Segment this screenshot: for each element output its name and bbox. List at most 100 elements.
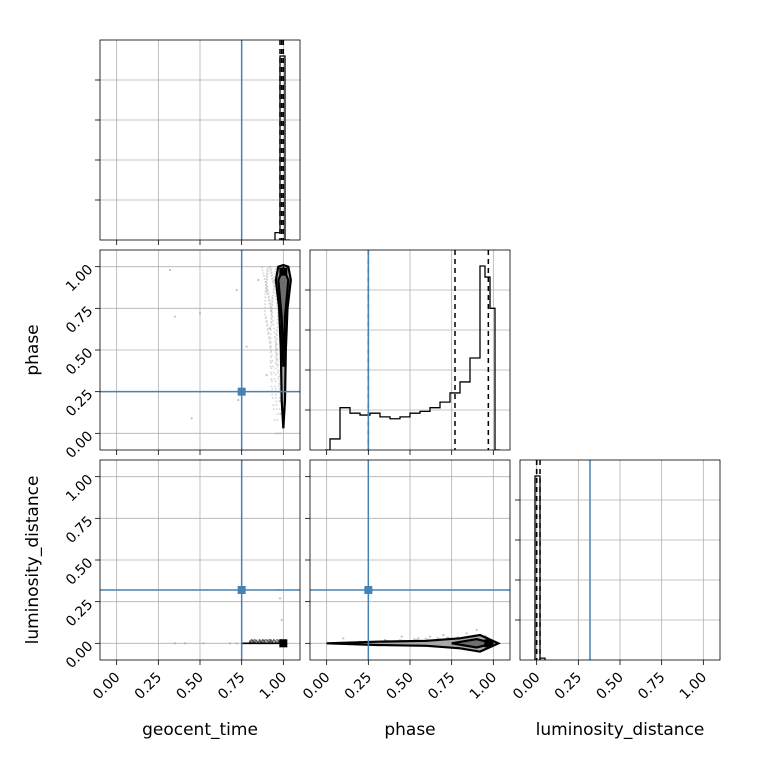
sample-cloud-48 (271, 307, 274, 310)
sample-cloud-146 (271, 319, 274, 322)
sample-cloud-94 (424, 637, 427, 640)
sample-point-6 (245, 345, 248, 348)
sample-cloud-156 (274, 373, 277, 376)
panel-geocent_time-bottom-xtick-label-0: 0.00 (90, 670, 123, 703)
histogram-phase (325, 250, 500, 450)
sample-cloud-218 (265, 277, 268, 280)
sample-cloud-103 (272, 291, 275, 294)
sample-point-7 (257, 278, 260, 282)
sample-cloud-79 (266, 270, 269, 273)
sample-cloud-43 (256, 640, 259, 643)
sample-cloud-12 (253, 638, 256, 641)
sample-cloud-157 (271, 316, 274, 319)
sample-cloud-145 (274, 380, 277, 383)
panel-phase-bottom-xtick-label-4: 1.00 (467, 670, 500, 703)
sample-point-4 (235, 288, 238, 292)
sample-cloud-172 (273, 419, 276, 422)
sample-cloud-91 (274, 340, 277, 343)
sample-cloud-183 (272, 403, 275, 406)
sample-cloud-11 (272, 408, 275, 411)
sample-cloud-49 (436, 637, 439, 640)
sample-cloud-244 (275, 333, 278, 336)
sample-cloud-97 (263, 313, 266, 316)
sample-cloud-106 (264, 280, 267, 283)
sample-cloud-17 (275, 358, 278, 361)
sample-cloud-245 (266, 289, 269, 292)
sample-cloud-4 (270, 322, 273, 325)
sample-cloud-154 (269, 328, 272, 331)
histogram-luminosity_distance (534, 460, 591, 660)
sample-cloud-95 (264, 283, 267, 286)
sample-cloud-20 (268, 341, 271, 344)
sample-point-8 (465, 632, 468, 635)
histogram-luminosity_distance-steps (534, 475, 546, 660)
sample-cloud-196 (264, 283, 267, 286)
sample-cloud-39 (255, 639, 258, 642)
sample-cloud-92 (272, 294, 275, 297)
sample-cloud-114 (272, 287, 275, 290)
panel-geocent_time-bottom-xtick-label-2: 0.50 (173, 670, 206, 703)
sample-cloud-169 (274, 273, 277, 276)
sample-cloud-240 (265, 272, 268, 275)
panel-geocent_time-bottom-xtick-label-3: 0.75 (215, 670, 248, 703)
sample-cloud-181 (269, 344, 272, 347)
sample-cloud-68 (266, 273, 269, 276)
sample-cloud-202 (279, 432, 282, 435)
sample-cloud-5 (271, 280, 274, 283)
sample-cloud-6 (275, 363, 278, 366)
sample-point-0 (342, 637, 345, 640)
sample-cloud-93 (274, 393, 277, 396)
sample-cloud-84 (265, 286, 268, 289)
sample-cloud-99 (269, 351, 272, 354)
sample-cloud-117 (263, 277, 266, 280)
sample-cloud-51 (260, 640, 263, 643)
sample-point-9 (278, 597, 282, 600)
sample-cloud-7 (269, 309, 272, 312)
sample-cloud-94 (276, 326, 279, 329)
contour-inner-luminosity_distance-vs-phase (451, 638, 494, 649)
sample-point-6 (442, 633, 445, 637)
sample-cloud-126 (272, 371, 275, 374)
sample-cloud-251 (265, 269, 268, 272)
sample-cloud-249 (269, 359, 272, 362)
sample-cloud-122 (274, 295, 277, 298)
sample-cloud-27 (250, 638, 253, 641)
sample-point-4 (417, 637, 420, 640)
sample-cloud-252 (275, 343, 278, 346)
sample-cloud-52 (269, 638, 272, 641)
sample-cloud-142 (279, 412, 282, 415)
sample-cloud-174 (264, 290, 267, 293)
sample-cloud-89 (425, 638, 428, 641)
sample-cloud-16 (271, 277, 274, 280)
sample-cloud-133 (274, 292, 277, 295)
sample-cloud-49 (277, 639, 280, 642)
sample-cloud-71 (276, 419, 279, 422)
panel-luminosity_distance-bottom-xtick-label-1: 0.25 (552, 670, 585, 703)
sample-cloud-168 (270, 312, 273, 315)
sample-cloud-253 (271, 296, 274, 299)
sample-cloud-101 (276, 432, 279, 435)
sample-cloud-39 (275, 347, 278, 350)
sample-cloud-60 (268, 266, 271, 269)
sample-cloud-113 (273, 331, 276, 334)
sample-cloud-141 (264, 299, 267, 302)
sample-cloud-211 (274, 346, 277, 349)
sample-point-3 (400, 635, 403, 638)
panel-luminosity_distance-bottom-xtick-label-0: 0.00 (510, 670, 543, 703)
panel-phase-vs-geocent_time-ytick-label-2: 0.50 (63, 345, 96, 378)
sample-cloud-73 (266, 290, 269, 293)
sample-cloud-187 (270, 317, 273, 320)
sample-point-5 (428, 635, 432, 638)
sample-cloud-236 (266, 323, 269, 326)
sample-point-9 (475, 628, 478, 632)
sample-cloud-41 (274, 640, 277, 643)
sample-cloud-110 (269, 346, 272, 349)
sample-cloud-150 (261, 269, 264, 272)
sample-cloud-13 (265, 287, 268, 290)
sample-point-10 (280, 618, 283, 622)
sample-cloud-56 (271, 640, 274, 643)
sample-cloud-185 (264, 286, 267, 289)
sample-cloud-212 (268, 298, 271, 301)
sample-cloud-80 (274, 344, 277, 347)
sample-cloud-254 (275, 400, 278, 403)
